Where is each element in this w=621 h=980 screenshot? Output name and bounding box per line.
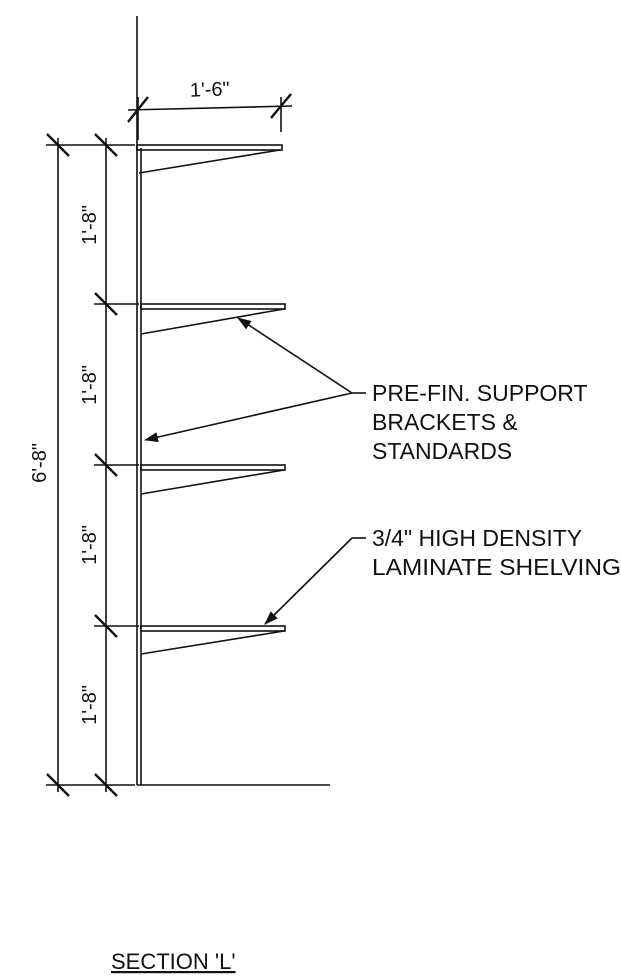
spacing-tick-5 [94,773,118,797]
bracket-3 [140,469,285,495]
leader-shelving-to-shelf [264,537,353,625]
bracket-note-line3: STANDARDS [372,438,512,464]
spacing-tick-2 [94,292,118,316]
spacing-tick-1 [94,133,118,157]
overall-height-label: 6'-8" [29,443,51,483]
section-title: SECTION 'L' [111,949,236,974]
bracket-2 [140,308,285,335]
depth-dim-line [127,105,293,111]
bracket-1 [138,149,281,174]
spacing-label-3: 1'-8" [79,525,101,565]
height-tick-top [46,133,70,157]
spacing-label-1: 1'-8" [79,205,101,245]
height-tick-bottom [46,773,70,797]
shelving-note-line2: LAMINATE SHELVING [372,554,621,580]
shelf-4 [140,625,286,632]
shelf-2 [140,303,286,310]
spacing-tick-3 [94,453,118,477]
shelving-note-line1: 3/4" HIGH DENSITY [372,525,582,551]
depth-tick-left [127,96,149,123]
shelf-depth-label: 1'-6" [190,78,231,101]
bracket-note-line1: PRE-FIN. SUPPORT [372,380,588,406]
bracket-4 [140,630,285,655]
spacing-tick-4 [94,614,118,638]
spacing-label-4: 1'-8" [79,685,101,725]
bracket-note-line2: BRACKETS & [372,409,518,435]
spacing-label-2: 1'-8" [79,365,101,405]
leader-bracket-to-standard [144,392,353,442]
shelf-1 [136,144,283,151]
shelf-3 [140,464,286,471]
leader-bracket-to-shelf [237,317,353,394]
depth-tick-right [270,93,292,119]
